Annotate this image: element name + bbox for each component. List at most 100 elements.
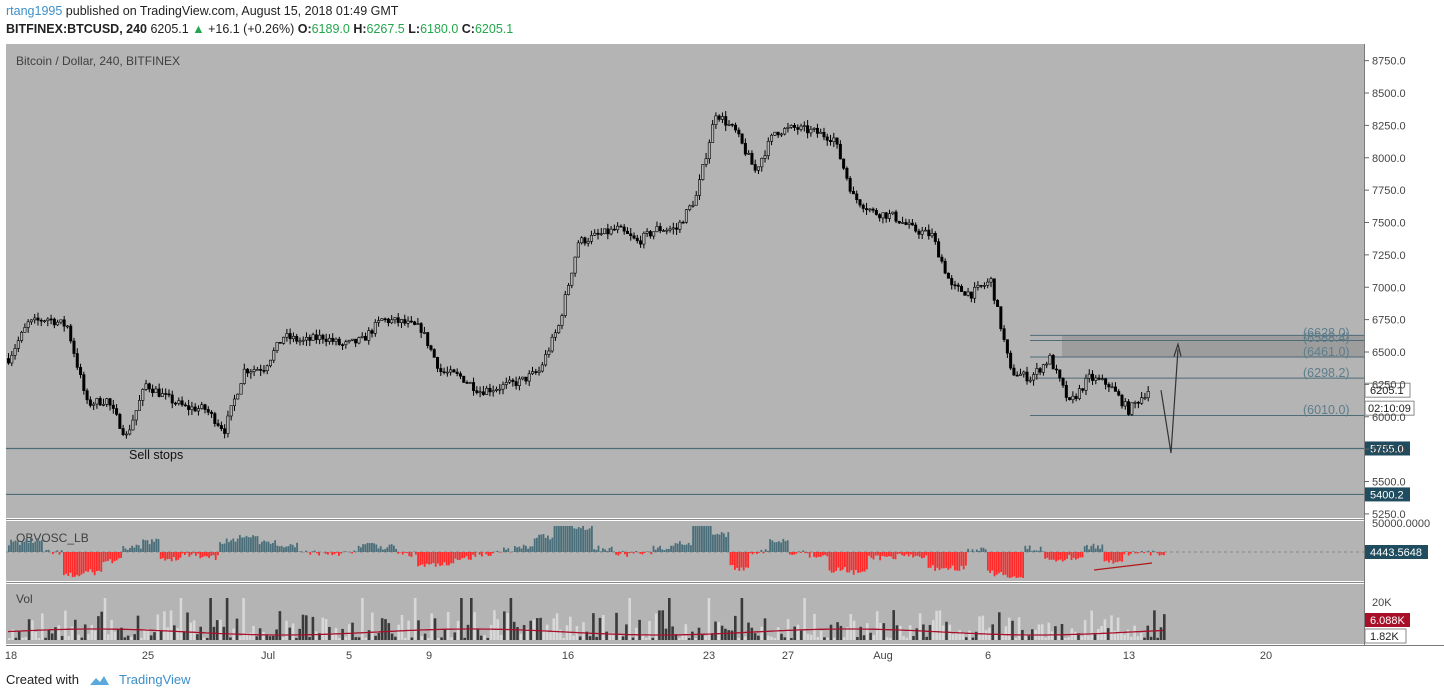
volume-bar [536,618,539,640]
volume-bar [866,623,869,640]
candle-body [1005,339,1009,354]
candle-body [698,179,702,196]
obv-bar [258,544,261,552]
obv-bar [910,552,912,555]
obv-bar [835,552,837,571]
volume-bar [440,637,443,640]
volume-bar [856,637,859,640]
volume-bar [694,637,697,640]
volume-bar [34,632,37,640]
volume-bar [476,628,480,640]
volume-bar [730,630,734,640]
volume-bar [790,637,793,640]
obv-bar [175,552,177,561]
candle-body [75,353,79,368]
volume-bar [974,631,978,640]
candle-body [537,370,541,373]
volume-bar [268,636,272,640]
obv-bar [940,552,943,569]
obv-bar [848,552,851,573]
price-pane[interactable] [6,44,1364,518]
candle-body [485,387,489,395]
candle-body [275,342,279,351]
obv-bar [368,543,371,552]
obv-bar [529,546,532,552]
candle-body [678,221,682,230]
obv-bar [520,548,523,552]
obv-bar [723,533,725,552]
volume-bar [242,598,245,640]
obv-bar [397,552,400,554]
obv-bar [239,535,241,552]
volume-bar [1007,617,1011,640]
volume-bar [341,628,344,640]
obv-bar [698,526,701,552]
candle-body [124,433,128,436]
candle-body [570,272,574,286]
chart-title: Bitcoin / Dollar, 240, BITFINEX [16,54,180,68]
candle-body [858,199,862,206]
volume-bar [978,616,981,640]
volume-bar [404,637,407,640]
price-axis[interactable] [1365,44,1444,645]
obv-bar [236,538,239,552]
candle-body [190,406,194,410]
obv-bar [111,552,114,564]
volume-bar [113,631,117,640]
obv-bar [351,552,353,554]
obv-bar [223,543,226,552]
level-label: (6298.2) [1303,366,1350,380]
time-axis[interactable] [6,646,1444,664]
obv-bar [45,550,48,552]
candle-body [763,155,767,159]
obv-bar [192,552,195,554]
obv-bar [1103,552,1106,562]
candle-body [134,410,138,421]
obv-bar [247,537,250,552]
candle-body [295,336,299,342]
obv-bar [291,544,294,552]
candle-body [606,228,610,235]
volume-bar [918,613,922,640]
obv-bar [877,552,879,556]
obv-bar [507,548,510,552]
candle-body [632,235,636,239]
obv-bar [212,552,215,556]
volume-ma-badge [1365,613,1410,627]
volume-bar [902,636,905,640]
volume-bar [958,630,961,640]
obv-bar [1149,552,1152,556]
obv-bar [155,538,158,552]
candle-body [796,127,800,130]
candle-body [802,125,806,127]
volume-bar [1047,622,1051,640]
obv-bar [186,552,188,553]
created-with-text: Created with [6,672,79,687]
obv-bar [340,552,342,554]
candle-body [373,322,377,334]
volume-bar [166,627,169,640]
tradingview-link[interactable]: TradingView [118,672,191,687]
candle-body [1018,373,1022,376]
candle-body [1064,384,1068,398]
candle-body [305,336,309,341]
candle-body [115,408,119,415]
candle-body [1061,377,1065,386]
obv-bar [901,552,903,556]
author-link[interactable]: rtang1995 [6,4,63,18]
obv-bar [993,552,996,577]
candle-body [20,331,24,341]
obv-bar [153,541,155,552]
obv-bar [679,541,681,552]
obv-bar [740,552,743,568]
obv-bar [786,540,789,552]
volume-bar [1133,625,1136,640]
candle-body [363,335,367,341]
candle-body [881,212,885,219]
volume-bar [126,635,130,640]
low-label: L: [408,22,421,36]
volume-bar [331,634,334,640]
obv-bar [822,552,824,556]
candle-body [1045,363,1049,366]
